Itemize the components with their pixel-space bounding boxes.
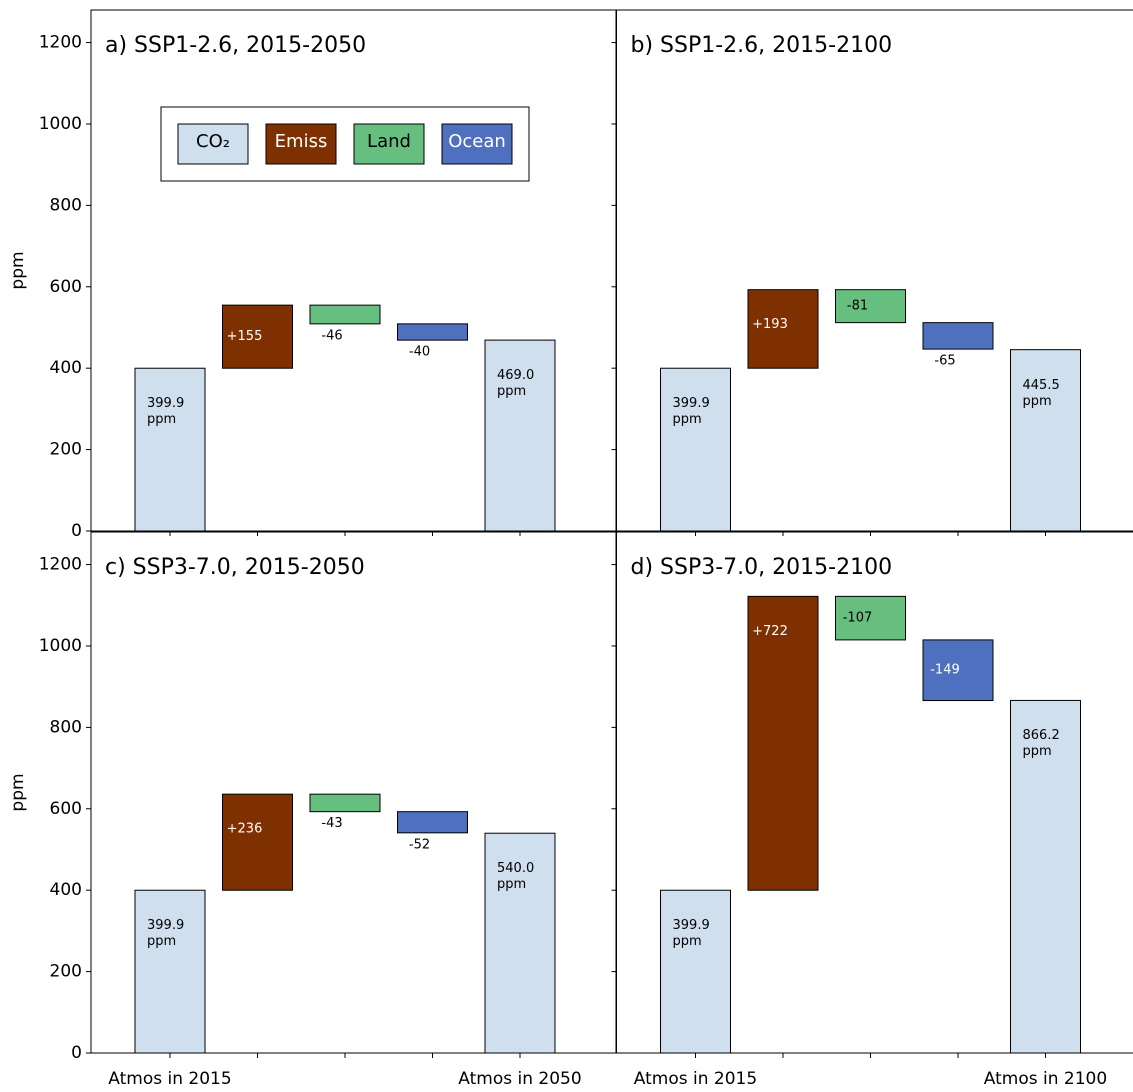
bar: [397, 323, 468, 341]
y-axis-label: ppm: [8, 251, 28, 289]
legend-swatch: [353, 123, 425, 165]
y-tick-label: 600: [50, 277, 82, 297]
bar-label: +155: [227, 329, 263, 344]
bar-label: -149: [930, 663, 960, 678]
bar: [835, 595, 906, 641]
legend-label: Ocean: [448, 131, 506, 152]
bar: [922, 322, 994, 350]
bar: [484, 832, 556, 1054]
bar-label: -43: [321, 816, 342, 831]
bar: [747, 289, 819, 369]
bar: [922, 639, 994, 702]
panel-title: d) SSP3-7.0, 2015-2100: [631, 555, 893, 580]
panel-title: a) SSP1-2.6, 2015-2050: [105, 33, 366, 58]
y-tick-label: 0: [71, 1043, 82, 1063]
bar-label: +193: [752, 317, 788, 332]
plot-frame: [616, 531, 1133, 1054]
legend-label: CO₂: [196, 131, 230, 152]
bar: [309, 304, 381, 325]
y-tick-label: 800: [50, 195, 82, 215]
bar-label: 399.9 ppm: [147, 918, 185, 950]
y-tick-label: 400: [50, 358, 82, 378]
y-tick-label: 400: [50, 880, 82, 900]
bar: [222, 304, 293, 369]
bar-label: 469.0 ppm: [497, 368, 535, 400]
y-tick-label: 200: [50, 962, 82, 982]
legend-swatch: [441, 123, 513, 165]
y-tick-label: 0: [71, 521, 82, 541]
x-tick-label: Atmos in 2050: [458, 1069, 581, 1089]
y-tick-label: 200: [50, 440, 82, 460]
plot-frame: [616, 9, 1133, 532]
bar-label: 399.9 ppm: [147, 396, 185, 428]
y-tick-label: 800: [50, 717, 82, 737]
bar-label: 540.0 ppm: [497, 861, 535, 893]
bar: [1010, 699, 1081, 1054]
legend-swatch: [265, 123, 337, 165]
legend-label: Land: [367, 131, 411, 152]
bar: [484, 339, 556, 532]
y-tick-label: 600: [50, 799, 82, 819]
panel-title: c) SSP3-7.0, 2015-2050: [105, 555, 365, 580]
y-tick-label: 1000: [39, 114, 82, 134]
legend-label: Emiss: [275, 131, 328, 152]
bar-label: 445.5 ppm: [1022, 377, 1060, 409]
bar: [747, 595, 819, 891]
x-tick-label: Atmos in 2015: [634, 1069, 757, 1089]
x-tick-label: Atmos in 2100: [984, 1069, 1107, 1089]
bar-label: 399.9 ppm: [672, 396, 710, 428]
y-tick-label: 1000: [39, 636, 82, 656]
bar: [309, 793, 381, 813]
bar-label: -81: [847, 299, 868, 314]
bar: [134, 889, 206, 1054]
bar: [660, 889, 731, 1054]
bar-label: +722: [752, 624, 788, 639]
bar-label: +236: [227, 822, 263, 837]
panel-title: b) SSP1-2.6, 2015-2100: [631, 33, 893, 58]
bar-label: -65: [934, 354, 955, 369]
bar: [660, 367, 731, 532]
bar: [222, 793, 293, 891]
bar-label: -107: [843, 611, 873, 626]
bar: [134, 367, 206, 532]
bar: [1010, 349, 1081, 532]
y-tick-label: 1200: [39, 555, 82, 575]
bar-label: -46: [321, 328, 342, 343]
legend-swatch: [177, 123, 249, 165]
bar-label: 866.2 ppm: [1022, 728, 1060, 760]
bar-label: 399.9 ppm: [672, 918, 710, 950]
y-axis-label: ppm: [8, 773, 28, 811]
x-tick-label: Atmos in 2015: [108, 1069, 231, 1089]
bar-label: -40: [409, 345, 430, 360]
bar-label: -52: [409, 837, 430, 852]
y-tick-label: 1200: [39, 33, 82, 53]
bar: [835, 289, 906, 324]
bar: [397, 811, 468, 834]
